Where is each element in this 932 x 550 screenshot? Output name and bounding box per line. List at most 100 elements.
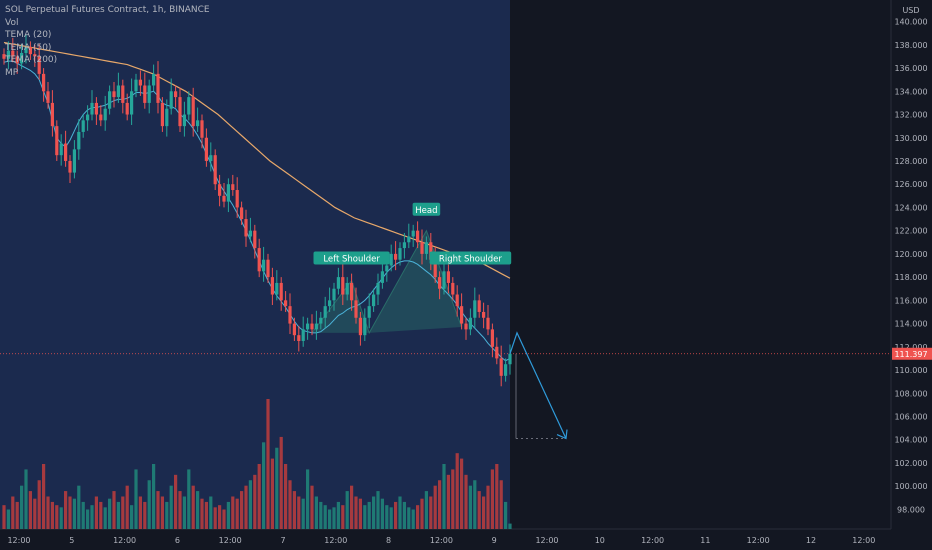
x-tick-label: 12:00 xyxy=(852,536,875,545)
volume-bar xyxy=(50,501,54,529)
candle-body xyxy=(134,79,138,92)
volume-bar xyxy=(187,469,191,529)
candle xyxy=(222,183,226,208)
candle-body xyxy=(165,108,169,127)
candle-body xyxy=(438,277,442,289)
volume-bar xyxy=(90,505,94,529)
volume-bar xyxy=(125,485,129,529)
volume-bar xyxy=(196,491,200,529)
volume-bar xyxy=(20,485,24,529)
candle-body xyxy=(495,346,499,359)
candle xyxy=(187,91,191,121)
indicator-tema-50[interactable]: TEMA (50) xyxy=(5,42,52,53)
volume-bar xyxy=(292,491,296,529)
candle xyxy=(257,238,261,278)
volume-bar xyxy=(438,480,442,529)
candle-body xyxy=(451,282,455,295)
candle-body xyxy=(253,230,257,249)
chart-legend: SOL Perpetual Futures Contract, 1h, BINA… xyxy=(5,4,210,79)
volume-bar xyxy=(231,496,235,529)
x-tick-label: 9 xyxy=(492,536,497,545)
candle-body xyxy=(402,242,406,249)
candle xyxy=(209,142,213,172)
candle-body xyxy=(99,114,103,121)
candle-body xyxy=(350,282,354,301)
candle xyxy=(86,105,90,131)
indicator-vol[interactable]: Vol xyxy=(5,17,19,28)
y-tick-label: 116.000 xyxy=(894,296,927,305)
volume-bar xyxy=(398,496,402,529)
candle-body xyxy=(477,300,481,312)
currency-label: USD xyxy=(902,6,919,15)
candle xyxy=(2,48,6,65)
candle-body xyxy=(411,230,415,237)
y-tick-label: 128.000 xyxy=(894,157,927,166)
candle-body xyxy=(416,230,420,243)
candle-body xyxy=(143,85,147,103)
candle-body xyxy=(152,73,156,86)
volume-bar xyxy=(455,453,459,529)
candle-body xyxy=(420,242,424,254)
pattern-label-bg xyxy=(429,251,512,265)
candle xyxy=(442,262,446,295)
indicator-mp[interactable]: MP xyxy=(5,67,19,78)
pattern-label-text: Right Shoulder xyxy=(439,255,502,265)
candle-body xyxy=(2,54,6,59)
candle-body xyxy=(64,143,68,161)
candle xyxy=(174,85,178,108)
candle xyxy=(367,293,371,329)
candle xyxy=(288,293,292,335)
candle-body xyxy=(235,190,239,208)
candle xyxy=(314,310,318,340)
volume-bar xyxy=(433,485,437,529)
candle-body xyxy=(138,79,142,86)
candle xyxy=(301,316,305,347)
volume-bar xyxy=(174,474,178,529)
volume-bar xyxy=(94,496,98,529)
candle xyxy=(121,79,125,114)
candle xyxy=(345,277,349,301)
volume-bar xyxy=(336,501,340,529)
candle-body xyxy=(130,91,134,115)
candle-body xyxy=(297,335,301,341)
volume-bar xyxy=(103,507,107,529)
volume-bar xyxy=(363,505,367,529)
indicator-tema-20[interactable]: TEMA (20) xyxy=(5,30,52,40)
candle-body xyxy=(372,294,376,307)
candle-body xyxy=(499,358,503,376)
candle-body xyxy=(455,294,459,307)
x-tick-label: 12:00 xyxy=(430,536,453,545)
candle xyxy=(72,140,76,179)
candle-body xyxy=(112,91,116,98)
y-tick-label: 134.000 xyxy=(894,87,927,96)
candle-body xyxy=(46,91,50,103)
candle-body xyxy=(257,248,261,272)
candle xyxy=(262,246,266,282)
x-tick-label: 12 xyxy=(806,536,816,545)
candle xyxy=(438,271,442,300)
candle-body xyxy=(50,102,54,127)
candle-body xyxy=(385,265,389,272)
pattern-label-text: Head xyxy=(415,206,437,216)
candle-body xyxy=(90,102,94,115)
candle-body xyxy=(121,85,125,103)
candle xyxy=(156,61,160,114)
candle-body xyxy=(306,323,310,330)
candle xyxy=(468,308,472,336)
candle-body xyxy=(125,102,129,115)
indicator-tema-200[interactable]: TEMA (200) xyxy=(5,55,58,65)
candle xyxy=(50,90,54,137)
volume-bar xyxy=(24,469,28,529)
candle xyxy=(248,217,252,243)
candle xyxy=(196,107,200,132)
candle-body xyxy=(433,259,437,278)
candle xyxy=(213,149,217,191)
candle xyxy=(20,43,24,70)
volume-bar xyxy=(279,436,283,529)
y-tick-label: 118.000 xyxy=(894,273,927,282)
candle-body xyxy=(200,120,204,138)
volume-bar xyxy=(416,505,420,529)
y-tick-label: 122.000 xyxy=(894,227,927,236)
volume-bar xyxy=(446,474,450,529)
